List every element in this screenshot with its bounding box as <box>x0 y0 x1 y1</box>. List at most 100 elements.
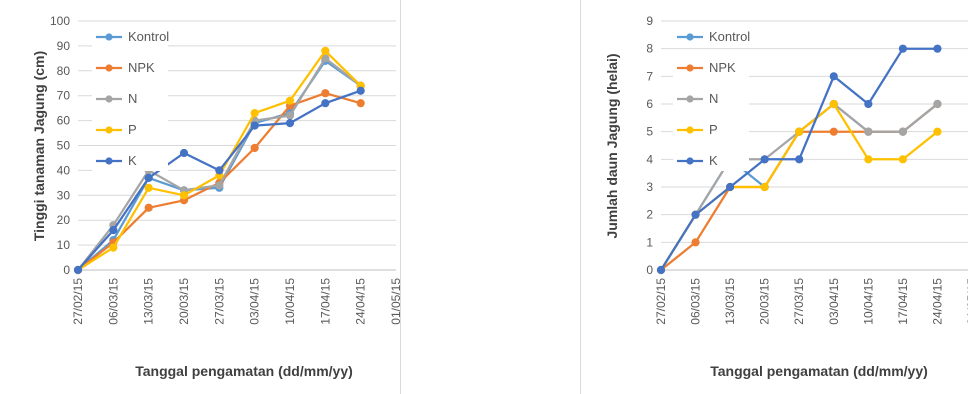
legend-item-bg <box>673 58 749 78</box>
data-point-k <box>795 155 804 164</box>
data-point-p <box>795 127 804 136</box>
legend-swatch-marker <box>105 33 113 41</box>
legend-swatch-marker <box>686 33 694 41</box>
legend-item-bg <box>673 89 749 109</box>
y-tick-label: 2 <box>646 208 653 222</box>
y-tick-label: 80 <box>57 64 71 78</box>
data-point-k <box>726 182 735 192</box>
x-tick-label: 06/03/15 <box>106 278 120 325</box>
data-point-p <box>760 182 769 192</box>
legend-swatch-marker <box>686 95 694 103</box>
x-tick-label: 20/03/15 <box>177 278 191 325</box>
y-axis-title: Jumlah daun Jagung (helai) <box>604 53 620 238</box>
chart-panel-height: 0 10 20 30 40 50 60 70 80 90 100 27/02/15 06/03/15 13… <box>0 0 401 394</box>
data-point-npk <box>144 203 153 212</box>
y-tick-label: 100 <box>50 14 70 28</box>
data-point-p <box>898 155 907 164</box>
data-point-npk <box>321 89 330 98</box>
x-tick-label: 10/04/15 <box>283 278 297 325</box>
data-point-p <box>179 191 189 200</box>
x-tick-label: 27/03/15 <box>212 278 226 325</box>
y-tick-label: 0 <box>646 263 653 277</box>
data-point-k <box>215 166 224 175</box>
legend-item-bg <box>92 151 168 171</box>
legend-item-bg <box>673 151 749 171</box>
data-point-p <box>285 96 295 105</box>
y-tick-label: 20 <box>57 213 71 227</box>
legend-label: NPK <box>128 60 155 75</box>
legend-label: K <box>128 153 137 168</box>
data-point-k <box>356 86 365 95</box>
x-tick-label: 20/03/15 <box>758 278 772 325</box>
data-point-k <box>760 155 769 164</box>
y-tick-label: 30 <box>57 188 71 202</box>
data-point-k <box>109 226 118 235</box>
x-tick-label: 27/02/15 <box>654 278 668 325</box>
x-tick-label: 13/03/15 <box>723 278 737 325</box>
legend-label: K <box>709 153 718 168</box>
legend-label: P <box>128 122 137 137</box>
data-point-p <box>321 46 330 55</box>
x-tick-label: 10/04/15 <box>861 278 875 325</box>
x-tick-label: 17/04/15 <box>896 278 910 325</box>
y-tick-label: 50 <box>57 139 71 153</box>
data-point-k <box>250 121 259 130</box>
data-point-p <box>829 99 838 109</box>
data-point-p <box>109 243 118 252</box>
x-tick-label: 24/04/15 <box>354 278 368 325</box>
legend-label: N <box>709 91 718 106</box>
data-point-n <box>933 99 942 109</box>
y-tick-label: 4 <box>646 152 653 166</box>
y-tick-label: 1 <box>646 235 653 249</box>
data-point-k <box>933 44 942 53</box>
x-tick-label: 03/04/15 <box>827 278 841 325</box>
data-point-p <box>250 109 259 118</box>
data-point-npk <box>691 238 700 247</box>
y-tick-label: 70 <box>57 89 71 103</box>
data-point-k <box>285 118 295 128</box>
y-tick-label: 90 <box>57 39 71 53</box>
legend-label: Kontrol <box>709 29 750 44</box>
legend-label: N <box>128 91 137 106</box>
x-axis-title: Tanggal pengamatan (dd/mm/yy) <box>135 363 353 379</box>
y-tick-label: 7 <box>646 69 653 83</box>
x-tick-label: 03/04/15 <box>248 278 262 325</box>
y-tick-label: 0 <box>63 263 70 277</box>
data-point-k <box>898 44 907 53</box>
x-tick-label: 27/02/15 <box>71 278 85 325</box>
data-point-k <box>829 72 838 81</box>
data-point-n <box>898 127 907 136</box>
data-point-p <box>144 183 153 192</box>
legend-item-bg <box>92 58 168 78</box>
leaf-count-chart: 0 1 2 3 4 5 6 7 8 9 27/02/15 06/03/15 13/03/15 20/03/… <box>604 14 968 379</box>
data-point-k <box>691 210 700 219</box>
legend-swatch-marker <box>686 157 694 165</box>
data-point-k <box>73 265 83 275</box>
y-tick-label: 9 <box>646 14 653 28</box>
y-axis-title: Tinggi tanaman Jagung (cm) <box>31 51 47 241</box>
data-point-k <box>179 148 189 158</box>
data-point-n <box>864 127 873 136</box>
y-tick-label: 40 <box>57 163 71 177</box>
legend-item-bg <box>92 89 168 109</box>
x-axis-title: Tanggal pengamatan (dd/mm/yy) <box>710 363 928 379</box>
data-point-npk <box>829 127 838 136</box>
legend-swatch-marker <box>686 64 694 72</box>
legend-item-bg <box>92 27 168 47</box>
data-point-p <box>933 127 942 136</box>
data-point-npk <box>250 143 259 153</box>
x-tick-label: 01/05/15 <box>965 278 968 325</box>
data-point-npk <box>356 99 365 108</box>
legend-swatch-marker <box>105 95 113 103</box>
data-point-n <box>215 181 224 190</box>
y-tick-label: 10 <box>57 238 71 252</box>
legend-item-bg <box>673 27 749 47</box>
data-point-k <box>864 99 873 109</box>
data-point-k <box>321 99 330 108</box>
legend-swatch-marker <box>105 126 113 134</box>
chart-panel-leaves: 0 1 2 3 4 5 6 7 8 9 27/02/15 06/03/15 13/03/15 20/03/… <box>580 0 968 394</box>
legend-label: NPK <box>709 60 736 75</box>
y-tick-label: 6 <box>646 97 653 111</box>
x-tick-label: 17/04/15 <box>318 278 332 325</box>
